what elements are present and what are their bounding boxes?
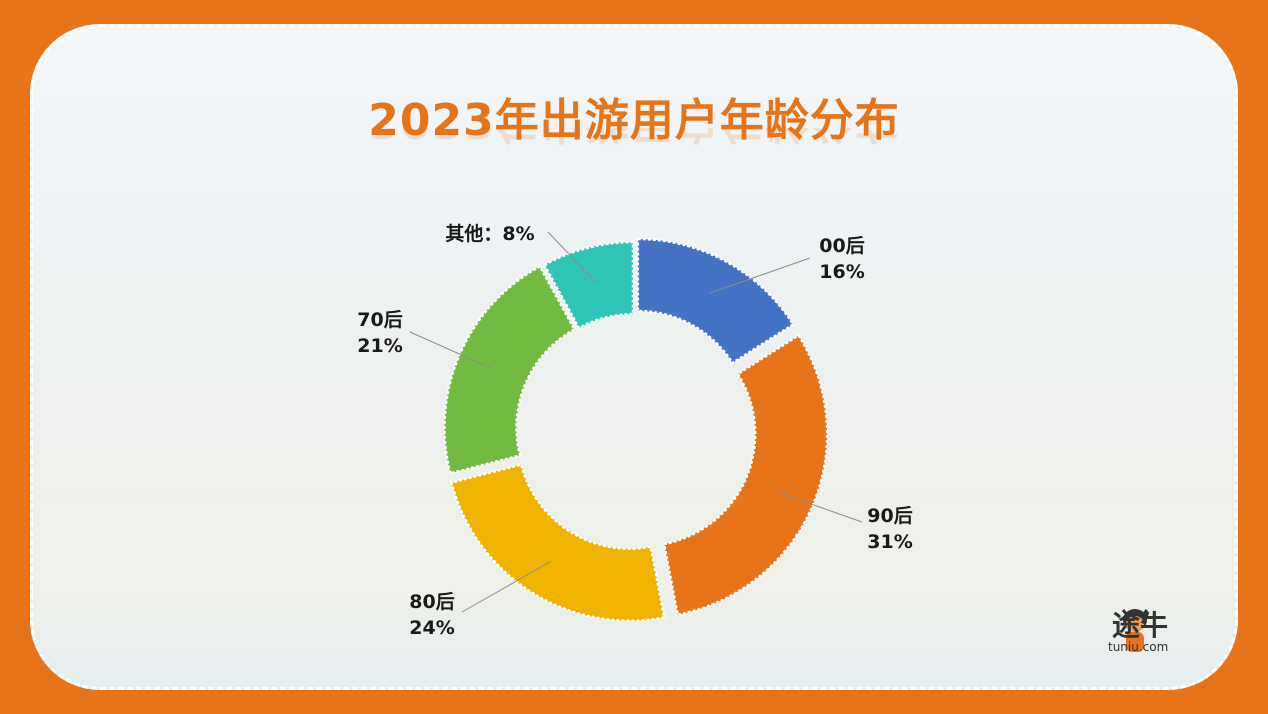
leader-line-0 <box>708 257 811 294</box>
brand-domain: tuniu.com <box>1108 640 1169 654</box>
tuniu-mascot-icon <box>1121 609 1149 652</box>
slice-1 <box>662 333 829 617</box>
slice-name-1: 90后 <box>867 505 912 527</box>
slice-3 <box>443 264 577 475</box>
slice-name-2: 80后 <box>409 591 454 613</box>
slice-value-0: 16% <box>819 261 864 283</box>
slice-value-3: 21% <box>357 335 402 357</box>
leader-line-3 <box>409 331 493 370</box>
chart-title: 2023年出游用户年龄分布 <box>368 95 900 146</box>
slice-label-4: 其他：8% <box>445 222 534 245</box>
brand-name: 途牛 <box>1112 609 1169 642</box>
slice-4 <box>542 240 635 330</box>
leader-line-4 <box>547 231 597 284</box>
slice-value-1: 31% <box>867 531 912 553</box>
leader-line-1 <box>778 492 863 523</box>
leader-line-2 <box>461 561 551 613</box>
slice-2 <box>449 463 666 622</box>
slice-name-0: 00后 <box>819 235 864 257</box>
slice-name-3: 70后 <box>357 309 402 331</box>
slice-value-2: 24% <box>409 617 454 639</box>
slice-0 <box>636 237 795 365</box>
